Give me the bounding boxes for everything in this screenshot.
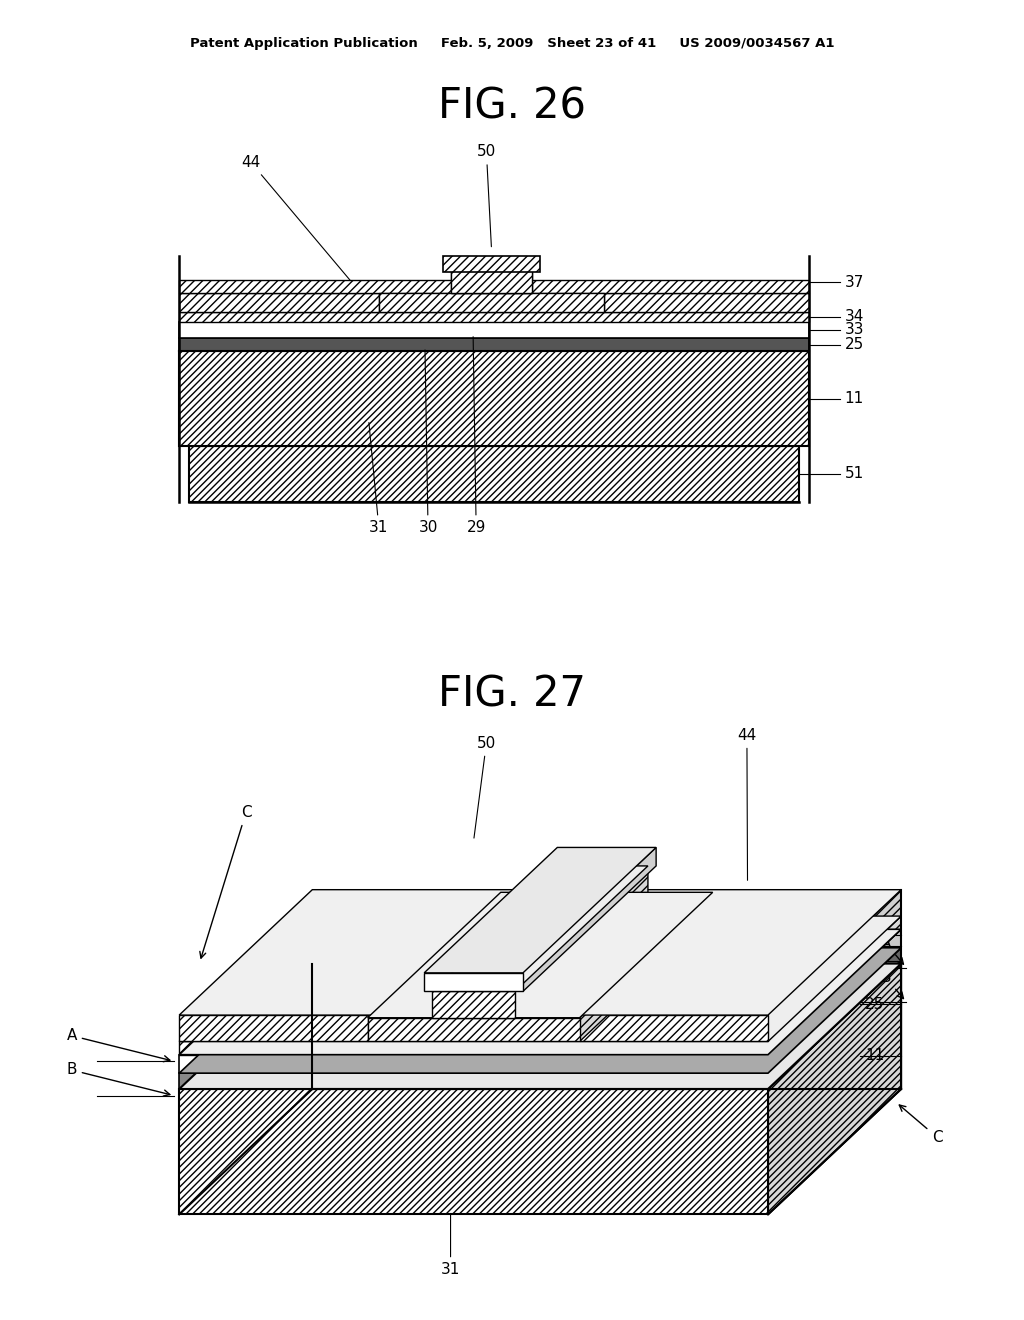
Polygon shape bbox=[523, 847, 656, 991]
Bar bbox=[179, 351, 809, 446]
Polygon shape bbox=[424, 847, 656, 973]
Text: FIG. 26: FIG. 26 bbox=[438, 86, 586, 128]
Bar bbox=[379, 293, 604, 312]
Text: 25: 25 bbox=[865, 997, 885, 1011]
Text: B: B bbox=[881, 970, 903, 998]
Text: C: C bbox=[200, 805, 251, 958]
Text: B: B bbox=[67, 1063, 170, 1096]
Text: 11: 11 bbox=[845, 391, 864, 407]
Polygon shape bbox=[768, 890, 901, 1041]
Text: 33: 33 bbox=[865, 953, 885, 968]
Polygon shape bbox=[768, 929, 901, 1073]
Text: FIG. 27: FIG. 27 bbox=[438, 673, 586, 715]
Text: 51: 51 bbox=[845, 466, 864, 482]
Bar bbox=[189, 446, 799, 502]
Text: Patent Application Publication     Feb. 5, 2009   Sheet 23 of 41     US 2009/003: Patent Application Publication Feb. 5, 2… bbox=[189, 37, 835, 50]
Polygon shape bbox=[179, 1015, 368, 1041]
Polygon shape bbox=[432, 991, 515, 1018]
Text: 50: 50 bbox=[474, 735, 496, 838]
Polygon shape bbox=[179, 1055, 768, 1073]
Text: 44: 44 bbox=[737, 727, 757, 880]
Bar bbox=[179, 338, 809, 351]
Text: C: C bbox=[899, 1105, 942, 1144]
Text: 30: 30 bbox=[419, 350, 437, 536]
Polygon shape bbox=[179, 948, 901, 1073]
Text: 11: 11 bbox=[865, 1048, 885, 1064]
Polygon shape bbox=[179, 890, 901, 1015]
Bar bbox=[604, 293, 809, 312]
Polygon shape bbox=[432, 866, 648, 991]
Text: 33: 33 bbox=[845, 322, 864, 338]
Text: A: A bbox=[881, 936, 903, 964]
Polygon shape bbox=[179, 916, 901, 1041]
Polygon shape bbox=[179, 929, 901, 1055]
Text: A: A bbox=[67, 1028, 170, 1061]
Polygon shape bbox=[424, 973, 523, 991]
Polygon shape bbox=[768, 964, 901, 1214]
Bar bbox=[179, 322, 809, 338]
Polygon shape bbox=[368, 1018, 580, 1041]
Bar bbox=[179, 293, 379, 312]
Polygon shape bbox=[179, 1089, 768, 1214]
Polygon shape bbox=[368, 892, 713, 1018]
Text: 44: 44 bbox=[242, 154, 367, 300]
Bar bbox=[451, 259, 532, 293]
Polygon shape bbox=[768, 948, 901, 1089]
Text: 29: 29 bbox=[467, 337, 485, 536]
Text: 31: 31 bbox=[369, 422, 388, 536]
Text: 34: 34 bbox=[845, 309, 864, 325]
Polygon shape bbox=[515, 866, 648, 1018]
Polygon shape bbox=[580, 1015, 768, 1041]
Polygon shape bbox=[768, 916, 901, 1055]
Bar bbox=[179, 280, 809, 293]
Bar bbox=[179, 312, 809, 322]
Bar bbox=[451, 272, 532, 293]
Text: 34: 34 bbox=[865, 928, 885, 942]
Text: 25: 25 bbox=[845, 337, 864, 352]
Text: 37: 37 bbox=[865, 939, 885, 953]
Polygon shape bbox=[580, 892, 713, 1041]
Text: 50: 50 bbox=[477, 144, 496, 247]
Polygon shape bbox=[179, 1073, 768, 1089]
Text: 37: 37 bbox=[845, 275, 864, 290]
Polygon shape bbox=[179, 964, 901, 1089]
Bar bbox=[442, 256, 541, 272]
Text: 31: 31 bbox=[441, 1177, 460, 1278]
Polygon shape bbox=[179, 1041, 768, 1055]
